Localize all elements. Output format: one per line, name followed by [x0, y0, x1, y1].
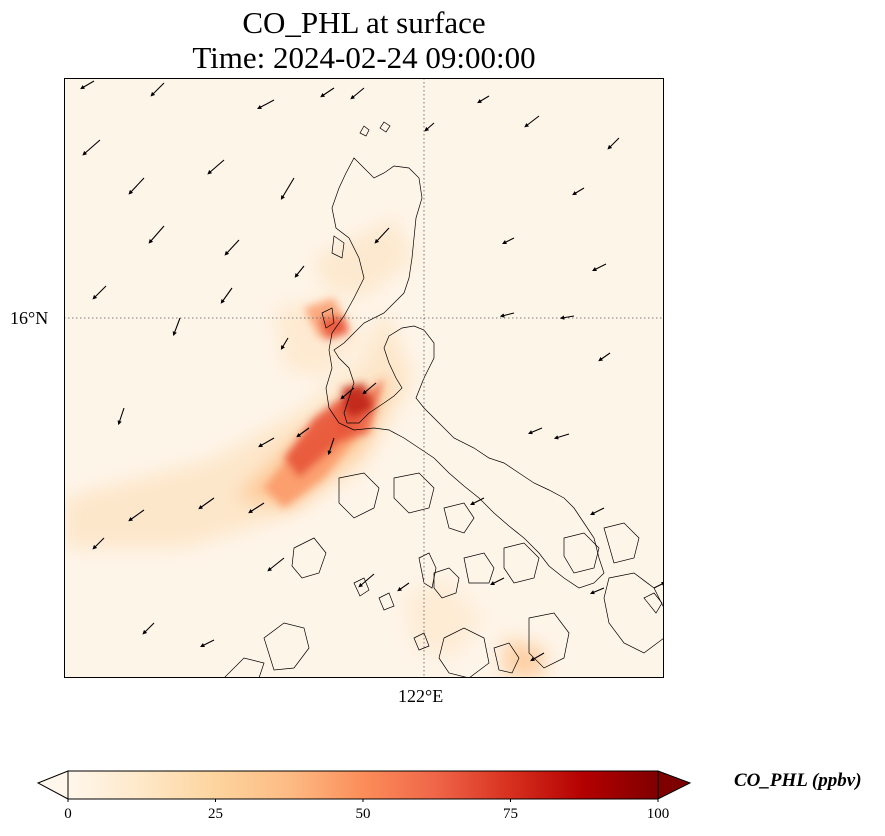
colorbar-extend-min	[36, 770, 69, 800]
wind-vectors	[80, 80, 664, 662]
colorbar	[36, 770, 692, 802]
colorbar-tick-100: 100	[646, 806, 670, 822]
colorbar-label: CO_PHL (ppbv)	[734, 770, 862, 791]
colorbar-tick-marks	[67, 799, 659, 802]
colorbar-tick-0: 0	[64, 806, 72, 822]
colorbar-extend-max	[657, 770, 692, 800]
coastlines	[223, 121, 664, 678]
colorbar-tick-25: 25	[208, 806, 223, 822]
map-panel	[64, 78, 664, 678]
map-frame	[64, 78, 664, 678]
latitude-tick-label: 16°N	[10, 308, 49, 328]
longitude-tick-label: 122°E	[398, 686, 444, 706]
colorbar-tick-75: 75	[503, 806, 518, 822]
colorbar-tick-50: 50	[355, 806, 371, 822]
co-concentration-field	[64, 218, 544, 678]
map-title-time: Time: 2024-02-24 09:00:00	[192, 40, 536, 75]
map-title-variable: CO_PHL at surface	[242, 5, 486, 40]
colorbar-gradient	[67, 770, 659, 800]
